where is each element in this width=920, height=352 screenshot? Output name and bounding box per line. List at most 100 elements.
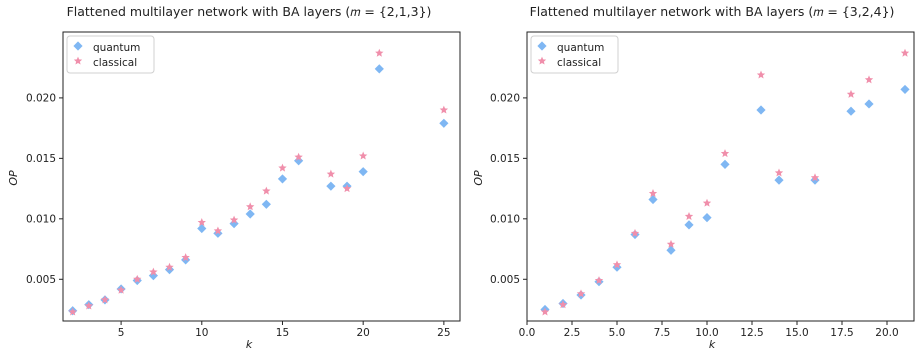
- x-tick-label: 20: [356, 327, 369, 339]
- classical-point: [181, 253, 190, 262]
- quantum-point: [245, 209, 255, 219]
- x-tick-label: 5: [118, 327, 125, 339]
- tick-layer: 5 10 15 20 25 0.005 0.010 0.015 0.020: [26, 93, 451, 339]
- x-tick-label: 2.5: [564, 327, 581, 339]
- x-tick-label: 15.0: [785, 327, 808, 339]
- y-axis-label: OP: [7, 170, 20, 186]
- x-tick-label: 12.5: [740, 327, 763, 339]
- legend-label-classical: classical: [93, 57, 137, 69]
- chart-title: Flattened multilayer network with BA lay…: [67, 4, 432, 19]
- quantum-point: [294, 156, 304, 166]
- classical-point: [666, 239, 676, 248]
- x-tick-label: 7.5: [654, 327, 671, 339]
- chart-panel-left: Flattened multilayer network with BA lay…: [7, 4, 461, 351]
- legend-quantum-marker: [537, 41, 547, 51]
- classical-point: [540, 307, 550, 316]
- quantum-point: [326, 181, 336, 191]
- legend-label-classical: classical: [557, 57, 601, 69]
- y-tick-label: 0.005: [26, 274, 56, 286]
- quantum-point: [181, 255, 191, 265]
- classical-point: [294, 152, 303, 161]
- classical-point: [774, 168, 784, 177]
- classical-point: [116, 285, 126, 294]
- quantum-legend-symbol: [73, 41, 83, 51]
- quantum-point: [774, 175, 784, 185]
- classical-point: [612, 260, 622, 269]
- x-tick-label: 15: [276, 327, 289, 339]
- quantum-point: [648, 194, 658, 205]
- x-tick-label: 17.5: [830, 327, 853, 339]
- classical-point: [342, 184, 352, 193]
- classical-point: [864, 75, 874, 84]
- quantum-legend-symbol: [537, 41, 547, 51]
- quantum-point: [702, 213, 712, 223]
- classical-legend-symbol: [73, 56, 83, 65]
- y-tick-label: 0.020: [26, 93, 56, 105]
- quantum-point: [164, 265, 175, 275]
- classical-point: [810, 173, 820, 182]
- classical-point: [900, 48, 910, 57]
- legend-label-quantum: quantum: [557, 42, 604, 54]
- legend-classical-marker: [537, 56, 547, 65]
- quantum-point: [277, 174, 288, 184]
- quantum-point: [666, 245, 676, 255]
- classical-point: [558, 300, 568, 309]
- classical-point: [133, 274, 142, 283]
- y-axis-label: OP: [472, 170, 485, 186]
- x-tick-label: 0.0: [519, 327, 536, 339]
- classical-point: [262, 186, 271, 195]
- quantum-point: [374, 64, 384, 74]
- quantum-point: [684, 220, 694, 230]
- classical-point: [594, 276, 604, 285]
- x-axis-label: k: [709, 338, 716, 351]
- mark-layer: [540, 48, 910, 316]
- classical-point: [149, 267, 158, 276]
- classical-point: [648, 189, 658, 197]
- classical-point: [439, 105, 449, 114]
- y-tick-label: 0.015: [26, 153, 56, 165]
- classical-point: [720, 149, 730, 158]
- classical-point: [197, 218, 206, 227]
- x-axis-label: k: [246, 338, 253, 351]
- legend-box: [66, 35, 155, 74]
- plot-frame: [62, 31, 461, 322]
- x-tick-label: 5.0: [609, 327, 626, 339]
- x-tick-label: 10: [195, 327, 208, 339]
- quantum-point: [197, 223, 207, 234]
- quantum-point: [864, 99, 874, 109]
- legend-classical-marker: [73, 56, 83, 65]
- classical-point: [278, 163, 287, 172]
- tick-layer: 0.0 2.5 5.0 7.5 10.0 12.5 15.0 17.5 20.0 0.005 0.0…: [490, 93, 899, 339]
- x-tick-label: 20.0: [875, 327, 898, 339]
- classical-point: [100, 295, 110, 304]
- quantum-point: [900, 84, 910, 95]
- quantum-point: [756, 105, 766, 115]
- quantum-point: [358, 167, 368, 177]
- classical-point: [229, 215, 239, 224]
- classical-point: [576, 289, 586, 298]
- classical-point: [375, 48, 384, 57]
- classical-point: [756, 70, 766, 79]
- classical-point: [326, 169, 336, 178]
- chart-panel-right: Flattened multilayer network with BA lay…: [472, 4, 915, 351]
- classical-point: [165, 262, 174, 271]
- classical-point: [684, 212, 694, 220]
- quantum-point: [439, 118, 449, 128]
- classical-legend-symbol: [537, 56, 547, 65]
- legend: quantum classical: [530, 35, 619, 74]
- y-tick-label: 0.020: [490, 93, 520, 105]
- classical-point: [213, 226, 223, 235]
- classical-point: [84, 301, 94, 310]
- classical-point: [358, 151, 368, 160]
- quantum-point: [261, 199, 271, 209]
- y-tick-label: 0.010: [26, 214, 56, 226]
- quantum-point: [846, 106, 856, 116]
- classical-point: [630, 228, 640, 237]
- legend-box: [530, 35, 619, 74]
- y-tick-label: 0.010: [490, 214, 520, 226]
- quantum-point: [720, 159, 730, 170]
- legend-label-quantum: quantum: [93, 42, 140, 54]
- classical-point: [246, 202, 255, 211]
- legend-quantum-marker: [73, 41, 83, 51]
- y-tick-label: 0.015: [490, 153, 520, 165]
